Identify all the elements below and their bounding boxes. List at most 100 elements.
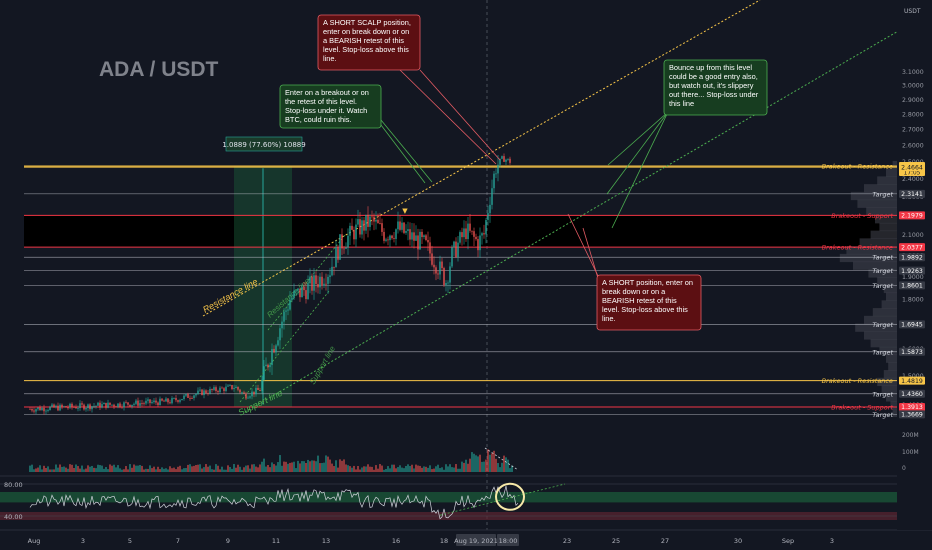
price-tag-label: 2.4664 bbox=[901, 164, 923, 171]
candle-body bbox=[199, 389, 201, 391]
volume-bar bbox=[53, 469, 55, 472]
volume-bar bbox=[359, 469, 361, 472]
candle-body bbox=[219, 387, 221, 393]
volume-bar bbox=[247, 465, 249, 472]
volume-profile-bar bbox=[872, 308, 897, 317]
volume-bar bbox=[293, 461, 295, 472]
candle-body bbox=[153, 400, 155, 403]
candle-body bbox=[401, 222, 403, 230]
candle-body bbox=[159, 398, 161, 406]
candle-body bbox=[47, 410, 49, 411]
time-tick-label: 11 bbox=[272, 537, 280, 545]
candle-body bbox=[407, 229, 409, 231]
time-tick-label: 23 bbox=[563, 537, 571, 545]
price-tag-label: 1.4819 bbox=[901, 378, 923, 385]
volume-bar bbox=[213, 469, 215, 472]
resistance-trendline-minor bbox=[267, 234, 346, 331]
volume-bar bbox=[271, 462, 273, 472]
candle-body bbox=[417, 235, 419, 250]
candle-body bbox=[435, 267, 437, 274]
volume-bar bbox=[79, 468, 81, 472]
volume-bar bbox=[109, 464, 111, 472]
candle-body bbox=[267, 364, 269, 368]
volume-bar bbox=[43, 465, 45, 472]
price-level-label: Target bbox=[872, 411, 893, 419]
price-tick-label: 2.6000 bbox=[902, 143, 924, 150]
annotation-pointer bbox=[611, 111, 669, 229]
volume-bar bbox=[281, 465, 283, 472]
candle-body bbox=[493, 173, 495, 189]
volume-bar bbox=[235, 467, 237, 472]
volume-bar bbox=[93, 467, 95, 472]
volume-bar bbox=[91, 465, 93, 472]
volume-bar bbox=[435, 466, 437, 472]
candle-body bbox=[235, 386, 237, 388]
volume-bar bbox=[429, 465, 431, 472]
volume-bar bbox=[333, 466, 335, 472]
candle-body bbox=[129, 404, 131, 407]
candle-body bbox=[373, 216, 375, 222]
candle-body bbox=[449, 266, 451, 283]
price-tag bbox=[899, 410, 925, 419]
volume-bar bbox=[197, 464, 199, 472]
volume-bar bbox=[65, 467, 67, 472]
volume-bar bbox=[157, 466, 159, 472]
candle-body bbox=[387, 239, 389, 241]
annotation-line: Enter on a breakout or on bbox=[285, 88, 369, 97]
volume-bar bbox=[419, 465, 421, 472]
candle-body bbox=[221, 387, 223, 389]
annotation-pointer bbox=[607, 111, 669, 166]
candle-body bbox=[91, 406, 93, 410]
volume-bar bbox=[399, 465, 401, 472]
volume-bar bbox=[477, 456, 479, 472]
candle-body bbox=[171, 398, 173, 404]
price-tag bbox=[899, 403, 925, 411]
volume-bar bbox=[113, 464, 115, 472]
volume-bar bbox=[329, 459, 331, 472]
resistance-trendline bbox=[202, 0, 761, 317]
candle-body bbox=[147, 399, 149, 401]
volume-bar bbox=[441, 467, 443, 472]
volume-bar bbox=[123, 469, 125, 472]
volume-bar bbox=[77, 466, 79, 472]
volume-bar bbox=[395, 468, 397, 472]
candle-body bbox=[501, 156, 503, 159]
volume-bar bbox=[491, 453, 493, 472]
volume-bar bbox=[149, 465, 151, 472]
candle-body bbox=[311, 276, 313, 291]
volume-profile-bar bbox=[883, 370, 897, 379]
price-tick-label: 3.0000 bbox=[902, 83, 924, 90]
candle-body bbox=[203, 390, 205, 396]
candle-body bbox=[35, 409, 37, 412]
volume-bar bbox=[369, 466, 371, 472]
candle-body bbox=[503, 156, 505, 162]
volume-bar bbox=[509, 468, 511, 472]
time-tick-label: 13 bbox=[322, 537, 330, 545]
volume-profile-bar bbox=[870, 230, 897, 239]
volume-profile-bar bbox=[855, 323, 897, 332]
volume-bar bbox=[219, 469, 221, 472]
volume-bar bbox=[311, 460, 313, 472]
candle-body bbox=[151, 402, 153, 403]
candle-body bbox=[65, 406, 67, 408]
volume-bar bbox=[55, 464, 57, 472]
volume-bar bbox=[267, 464, 269, 472]
volume-bar bbox=[39, 465, 41, 472]
volume-bar bbox=[439, 468, 441, 472]
volume-profile-bar bbox=[886, 354, 897, 363]
candle-body bbox=[295, 290, 297, 292]
volume-bar bbox=[131, 467, 133, 472]
candle-body bbox=[191, 398, 193, 399]
candle-body bbox=[325, 283, 327, 285]
volume-profile-bar bbox=[853, 261, 897, 270]
volume-profile-bar bbox=[883, 284, 897, 294]
volume-bar bbox=[325, 455, 327, 472]
candle-body bbox=[355, 224, 357, 240]
candle-body bbox=[321, 276, 323, 286]
volume-bar bbox=[103, 468, 105, 472]
candle-body bbox=[491, 188, 493, 205]
volume-bar bbox=[153, 466, 155, 472]
candle-body bbox=[249, 396, 251, 398]
volume-bar bbox=[61, 466, 63, 472]
